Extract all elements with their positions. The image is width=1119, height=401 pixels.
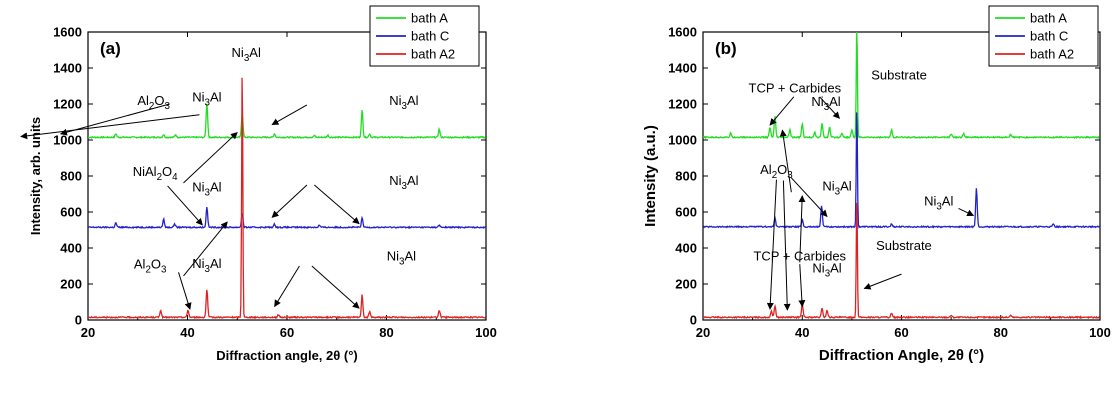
x-tick-label: 100	[475, 325, 497, 340]
annotation-arrow	[271, 184, 308, 218]
y-tick-label: 800	[675, 169, 697, 184]
x-tick-label: 40	[795, 325, 809, 340]
peak-annotation: Substrate	[876, 238, 932, 253]
y-tick-label: 200	[60, 277, 82, 292]
x-tick-label: 60	[894, 325, 908, 340]
y-tick-label: 400	[60, 241, 82, 256]
x-tick-label: 80	[379, 325, 393, 340]
y-tick-label: 1400	[668, 61, 697, 76]
y-tick-label: 0	[690, 313, 697, 328]
chart-panel-b: 20 40 60 80 10002004006008001000120014001600…	[642, 5, 1111, 364]
y-tick-label: 600	[675, 205, 697, 220]
y-tick-label: 600	[60, 205, 82, 220]
x-axis-label: Diffraction angle, 2θ (°)	[216, 348, 358, 363]
legend-label: bath C	[1030, 29, 1068, 44]
peak-annotation: Ni3​Al	[192, 179, 221, 198]
x-tick-label: 40	[180, 325, 194, 340]
annotation-arrow	[167, 185, 203, 226]
annotation-arrow	[274, 265, 300, 308]
y-axis-label: Intensity (a.u.)	[642, 125, 659, 227]
peak-annotation: NiAl2​O4​	[133, 164, 178, 183]
panel-label: (b)	[715, 39, 737, 58]
annotation-arrow	[798, 264, 806, 308]
annotation-arrow	[790, 177, 828, 218]
peak-annotation: Ni3​Al	[387, 249, 416, 268]
annotation-arrow	[798, 195, 806, 263]
series-line-bath-c	[703, 112, 1100, 229]
legend-label: bath C	[411, 29, 449, 44]
legend-label: bath A2	[1030, 47, 1074, 62]
series-line-bath-a2	[88, 77, 486, 320]
peak-annotation: TCP + Carbides	[749, 80, 842, 95]
y-tick-label: 1400	[53, 61, 82, 76]
y-tick-label: 1000	[668, 133, 697, 148]
x-axis-label: Diffraction Angle, 2θ (°)	[819, 347, 984, 364]
peak-annotation: Ni3​Al	[812, 260, 841, 279]
y-tick-label: 1600	[53, 25, 82, 40]
y-tick-label: 200	[675, 277, 697, 292]
annotation-arrow	[20, 114, 200, 140]
annotation-arrow	[271, 104, 308, 126]
annotation-arrow	[819, 96, 840, 119]
y-tick-label: 1600	[668, 25, 697, 40]
peak-annotation: Al2​O3​	[760, 162, 793, 181]
annotation-arrow	[183, 131, 238, 184]
annotation-arrow	[314, 184, 360, 225]
y-tick-label: 800	[60, 169, 82, 184]
y-tick-label: 1200	[53, 97, 82, 112]
legend-label: bath A	[1030, 11, 1067, 26]
series-line-bath-a2	[703, 202, 1100, 320]
legend-label: bath A	[411, 11, 448, 26]
y-tick-label: 1200	[668, 97, 697, 112]
annotation-arrow	[779, 129, 792, 193]
annotation-arrow	[766, 179, 777, 310]
x-tick-label: 20	[696, 325, 710, 340]
annotation-arrow	[183, 221, 228, 277]
annotation-arrow	[782, 180, 791, 311]
peak-annotation: Ni3​Al	[389, 173, 418, 192]
peak-annotation: Al2​O3​	[137, 93, 170, 112]
y-tick-label: 1000	[53, 133, 82, 148]
peak-annotation: Al2​O3​	[134, 257, 167, 276]
y-tick-label: 400	[675, 241, 697, 256]
peak-annotation: Ni3​Al	[232, 45, 261, 64]
peak-annotation: Ni3​Al	[192, 256, 221, 275]
annotation-arrow	[769, 96, 795, 126]
annotation-arrow	[59, 103, 170, 136]
x-tick-label: 60	[280, 325, 294, 340]
peak-annotation: Ni3​Al	[822, 178, 851, 197]
x-tick-label: 20	[81, 325, 95, 340]
series-line-bath-a	[703, 32, 1100, 140]
annotation-arrow	[958, 207, 975, 217]
peak-annotation: Ni3​Al	[192, 89, 221, 108]
annotation-arrow	[863, 273, 902, 290]
legend-label: bath A2	[411, 47, 455, 62]
chart-panel-a: 20 40 60 80 10002004006008001000120014001600…	[20, 5, 497, 363]
x-tick-label: 80	[994, 325, 1008, 340]
x-tick-label: 100	[1089, 325, 1111, 340]
series-line-bath-c	[88, 206, 486, 230]
y-tick-label: 0	[75, 313, 82, 328]
annotation-arrow	[178, 272, 192, 310]
annotation-arrow	[311, 265, 360, 309]
panel-label: (a)	[100, 39, 121, 58]
peak-annotation: Ni3​Al	[389, 93, 418, 112]
legend: bath A bath C bath A2	[369, 5, 480, 67]
y-axis-label: Intensity, arb. units	[28, 117, 43, 235]
legend: bath A bath C bath A2	[988, 5, 1099, 67]
peak-annotation: Ni3​Al	[924, 194, 953, 213]
peak-annotation: Substrate	[871, 68, 927, 83]
series-line-bath-a	[88, 103, 486, 140]
